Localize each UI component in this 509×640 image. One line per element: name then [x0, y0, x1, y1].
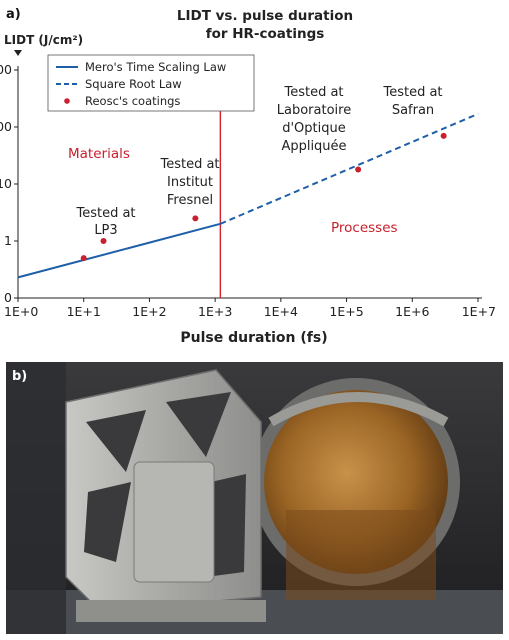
x-tick-label: 1E+6 [395, 304, 429, 319]
region-processes: Processes [331, 220, 398, 236]
panel-b-label: b) [12, 369, 27, 384]
legend-swatch-reosc [64, 98, 70, 104]
reosc-markers [80, 132, 447, 262]
reosc-coating-point [192, 215, 199, 222]
left-shadow [6, 362, 66, 634]
x-tick-label: 1E+5 [329, 304, 363, 319]
x-tick-label: 1E+2 [132, 304, 166, 319]
lidt-chart: a) LIDT vs. pulse duration for HR-coatin… [0, 7, 496, 346]
mero-time-scaling-line [17, 222, 221, 279]
legend-label-reosc: Reosc's coatings [85, 94, 180, 108]
legend-label-mero: Mero's Time Scaling Law [85, 60, 226, 74]
reosc-coating-point [100, 238, 107, 244]
frame-cutout-4 [206, 474, 246, 577]
y-tick-label: 0 [4, 290, 12, 305]
frame-cutout-1 [86, 410, 146, 472]
annot-lao-line3: d'Optique [282, 121, 346, 136]
annot-fresnel-line1: Tested at [159, 157, 219, 172]
mirror-reflection [286, 510, 436, 600]
mirror-mount-block [133, 461, 215, 583]
annot-safran-line2: Safran [392, 103, 434, 118]
x-tick-label: 1E+4 [264, 304, 298, 319]
x-tick-label: 1E+1 [67, 304, 101, 319]
reosc-coating-point [440, 132, 447, 139]
legend-box [47, 54, 255, 112]
annot-lao-line4: Appliquée [281, 139, 346, 154]
x-tick-label: 1E+7 [462, 304, 496, 319]
annot-lao-line1: Tested at [283, 85, 343, 100]
chart-subtitle: for HR-coatings [206, 26, 325, 42]
annot-safran-line1: Tested at [382, 85, 442, 100]
y-tick-label: 10 [0, 176, 12, 191]
chart-title: LIDT vs. pulse duration [177, 8, 353, 24]
frame-cutout-3 [84, 482, 131, 562]
series-lines [17, 112, 479, 279]
legend-label-square-root: Square Root Law [85, 77, 182, 91]
annot-lao-line2: Laboratoire [277, 103, 351, 118]
x-axis-label: Pulse duration (fs) [180, 330, 327, 346]
annot-lp3-line1: Tested at [75, 206, 135, 221]
frame-cutout-2 [166, 392, 231, 457]
x-tick-label: 1E+3 [198, 304, 232, 319]
x-tick-label: 1E+0 [4, 304, 38, 319]
base-plate [76, 600, 266, 622]
y-axis-arrow-icon [14, 50, 22, 56]
y-axis-label: LIDT (J/cm²) [4, 33, 83, 47]
laser-mirror-photo: b) [6, 362, 503, 634]
reosc-coating-point [355, 166, 362, 173]
square-root-law-line [219, 112, 479, 225]
reosc-coating-point [80, 255, 87, 262]
mirror-arm [268, 392, 449, 427]
legend: Mero's Time Scaling Law Square Root Law … [47, 54, 255, 112]
y-tick-label: 100 [0, 119, 12, 134]
y-tick-label: 1 [4, 233, 12, 248]
annot-fresnel-line2: Institut [167, 175, 213, 190]
axes [17, 66, 482, 299]
panel-a-label: a) [6, 7, 21, 22]
annot-fresnel-line3: Fresnel [167, 193, 213, 208]
region-materials: Materials [68, 146, 130, 162]
annot-lp3-line2: LP3 [94, 223, 117, 238]
